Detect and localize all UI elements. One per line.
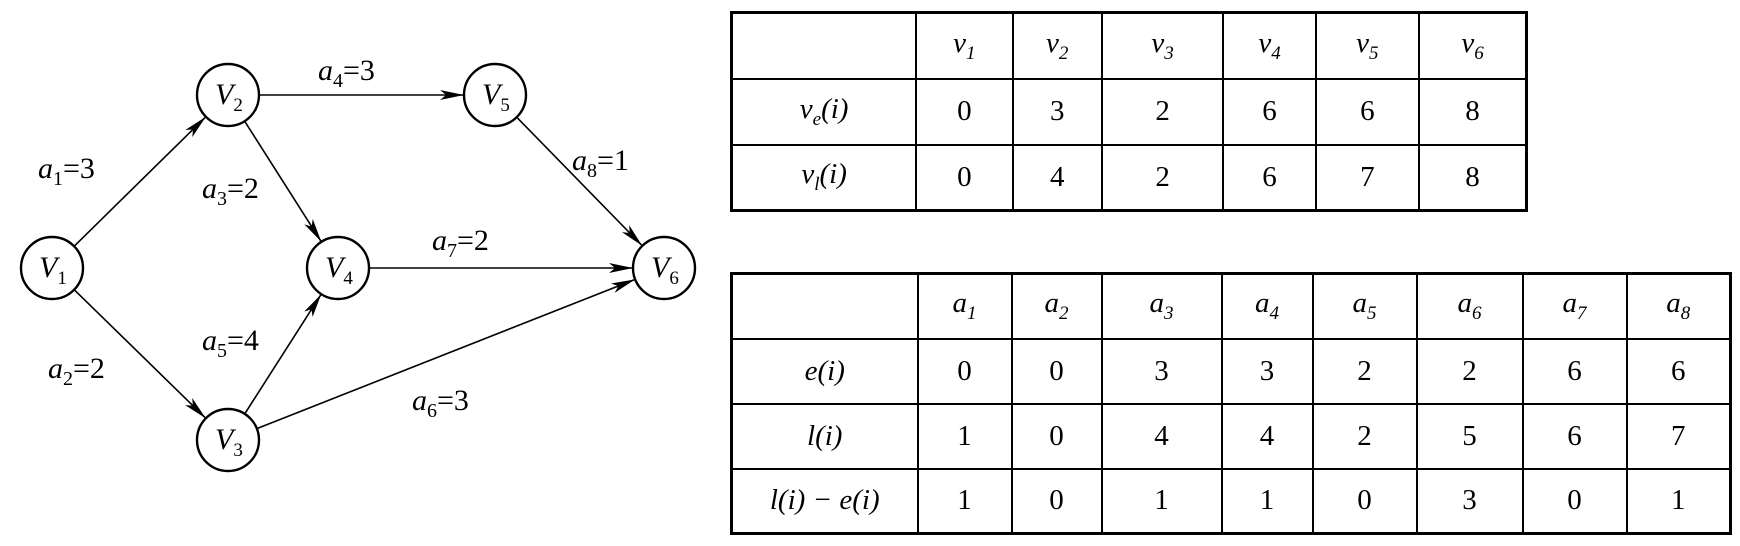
node-label: V5 bbox=[482, 78, 510, 116]
edge-label-a4: a4=3 bbox=[318, 54, 375, 92]
activity-header-cell: a8 bbox=[1625, 272, 1732, 340]
vertex-value-cell: 2 bbox=[1100, 143, 1225, 212]
vertex-value-cell: 3 bbox=[1011, 77, 1103, 146]
activity-value-cell: 7 bbox=[1625, 402, 1732, 470]
edge-a6 bbox=[256, 278, 636, 430]
vertex-value-cell: 2 bbox=[1100, 77, 1225, 146]
activity-value-cell: 3 bbox=[1100, 337, 1223, 405]
edge-a1 bbox=[73, 116, 207, 247]
vertex-header-cell: v5 bbox=[1314, 11, 1421, 80]
activity-header-cell: a5 bbox=[1311, 272, 1418, 340]
activity-value-cell: 1 bbox=[916, 402, 1013, 470]
activity-row: l(i) 1 0 4 4 2 5 6 7 bbox=[730, 402, 1732, 470]
activity-value-cell: 5 bbox=[1415, 402, 1524, 470]
activity-value-cell: 2 bbox=[1311, 337, 1418, 405]
vertex-value-cell: 4 bbox=[1011, 143, 1103, 212]
node-circle bbox=[631, 235, 697, 301]
vertex-value-cell: 7 bbox=[1314, 143, 1421, 212]
node-v3: V3 bbox=[195, 407, 261, 473]
activity-value-cell: 4 bbox=[1220, 402, 1314, 470]
activity-row-label: e(i) bbox=[730, 337, 919, 405]
activity-header-cell: a7 bbox=[1521, 272, 1628, 340]
activity-value-cell: 6 bbox=[1521, 402, 1628, 470]
activity-value-cell: 3 bbox=[1415, 467, 1524, 535]
activity-value-cell: 1 bbox=[1625, 467, 1732, 535]
node-circle bbox=[19, 235, 85, 301]
aoe-network-graph: V1 V2 V3 V4 V5 V6 a1=3 a2=2 a3=2 a4=3 a5=4 a6=3 a7=… bbox=[19, 54, 697, 473]
activity-value-cell: 6 bbox=[1625, 337, 1732, 405]
activity-row-label: l(i) bbox=[730, 402, 919, 470]
node-label: V1 bbox=[39, 251, 67, 289]
edge-a8 bbox=[516, 116, 643, 247]
vertex-header-row: v1 v2 v3 v4 v5 v6 bbox=[730, 11, 1528, 80]
activity-row: e(i) 0 0 3 3 2 2 6 6 bbox=[730, 337, 1732, 405]
activity-header-cell: a4 bbox=[1220, 272, 1314, 340]
node-circle bbox=[195, 62, 261, 128]
vertex-row: vl(i) 0 4 2 6 7 8 bbox=[730, 143, 1528, 212]
activity-value-cell: 1 bbox=[916, 467, 1013, 535]
activity-value-cell: 0 bbox=[916, 337, 1013, 405]
vertex-value-cell: 8 bbox=[1418, 143, 1528, 212]
corner-cell bbox=[730, 11, 918, 80]
node-label: V6 bbox=[651, 251, 679, 289]
activity-value-cell: 2 bbox=[1415, 337, 1524, 405]
vertex-row-label: ve(i) bbox=[730, 77, 918, 146]
node-v4: V4 bbox=[305, 235, 371, 301]
node-circle bbox=[305, 235, 371, 301]
vertex-value-cell: 6 bbox=[1222, 77, 1317, 146]
vertex-header-cell: v3 bbox=[1100, 11, 1225, 80]
activity-header-cell: a2 bbox=[1010, 272, 1103, 340]
edge-label-a2: a2=2 bbox=[48, 352, 105, 390]
vertex-value-cell: 6 bbox=[1314, 77, 1421, 146]
node-circle bbox=[462, 62, 528, 128]
vertex-header-cell: v1 bbox=[915, 11, 1014, 80]
activity-value-cell: 4 bbox=[1100, 402, 1223, 470]
vertex-value-cell: 8 bbox=[1418, 77, 1528, 146]
node-v5: V5 bbox=[462, 62, 528, 128]
activity-value-cell: 0 bbox=[1521, 467, 1628, 535]
edge-label-a3: a3=2 bbox=[202, 172, 259, 210]
vertex-value-cell: 0 bbox=[915, 143, 1014, 212]
node-v1: V1 bbox=[19, 235, 85, 301]
activity-value-cell: 0 bbox=[1010, 467, 1103, 535]
activity-header-row: a1 a2 a3 a4 a5 a6 a7 a8 bbox=[730, 272, 1732, 340]
activity-value-cell: 3 bbox=[1220, 337, 1314, 405]
activity-value-cell: 2 bbox=[1311, 402, 1418, 470]
activity-value-cell: 0 bbox=[1010, 402, 1103, 470]
vertex-row: ve(i) 0 3 2 6 6 8 bbox=[730, 77, 1528, 146]
edge-a5 bbox=[244, 293, 322, 415]
node-v2: V2 bbox=[195, 62, 261, 128]
node-label: V3 bbox=[215, 423, 243, 461]
vertex-header-cell: v6 bbox=[1418, 11, 1528, 80]
edge-a3 bbox=[243, 120, 323, 243]
vertex-row-label: vl(i) bbox=[730, 143, 918, 212]
edge-label-a5: a5=4 bbox=[202, 324, 259, 362]
node-label: V2 bbox=[215, 78, 243, 116]
activity-value-cell: 6 bbox=[1521, 337, 1628, 405]
edge-label-a7: a7=2 bbox=[432, 224, 489, 262]
node-v6: V6 bbox=[631, 235, 697, 301]
vertex-header-cell: v2 bbox=[1011, 11, 1103, 80]
edge-label-a6: a6=3 bbox=[412, 384, 469, 422]
node-circle bbox=[195, 407, 261, 473]
activity-value-cell: 0 bbox=[1010, 337, 1103, 405]
activity-value-cell: 1 bbox=[1220, 467, 1314, 535]
vertex-times-table: v1 v2 v3 v4 v5 v6 ve(i) 0 3 2 6 6 8 vl(i) 0 4 2 6 7 8 bbox=[730, 11, 1528, 212]
activity-value-cell: 0 bbox=[1311, 467, 1418, 535]
node-label: V4 bbox=[325, 251, 353, 289]
vertex-header-cell: v4 bbox=[1222, 11, 1317, 80]
edge-label-a1: a1=3 bbox=[38, 152, 95, 190]
activity-row-label: l(i) − e(i) bbox=[730, 467, 919, 535]
activity-header-cell: a3 bbox=[1100, 272, 1223, 340]
activity-value-cell: 1 bbox=[1100, 467, 1223, 535]
edge-a2 bbox=[73, 289, 207, 419]
edge-label-a8: a8=1 bbox=[572, 144, 629, 182]
activity-times-table: a1 a2 a3 a4 a5 a6 a7 a8 e(i) 0 0 3 3 2 2 6 6 l(i) 1 0 4 4 2 5 6 7… bbox=[730, 272, 1732, 535]
corner-cell bbox=[730, 272, 919, 340]
activity-header-cell: a1 bbox=[916, 272, 1013, 340]
vertex-value-cell: 6 bbox=[1222, 143, 1317, 212]
activity-row: l(i) − e(i) 1 0 1 1 0 3 0 1 bbox=[730, 467, 1732, 535]
vertex-value-cell: 0 bbox=[915, 77, 1014, 146]
activity-header-cell: a6 bbox=[1415, 272, 1524, 340]
